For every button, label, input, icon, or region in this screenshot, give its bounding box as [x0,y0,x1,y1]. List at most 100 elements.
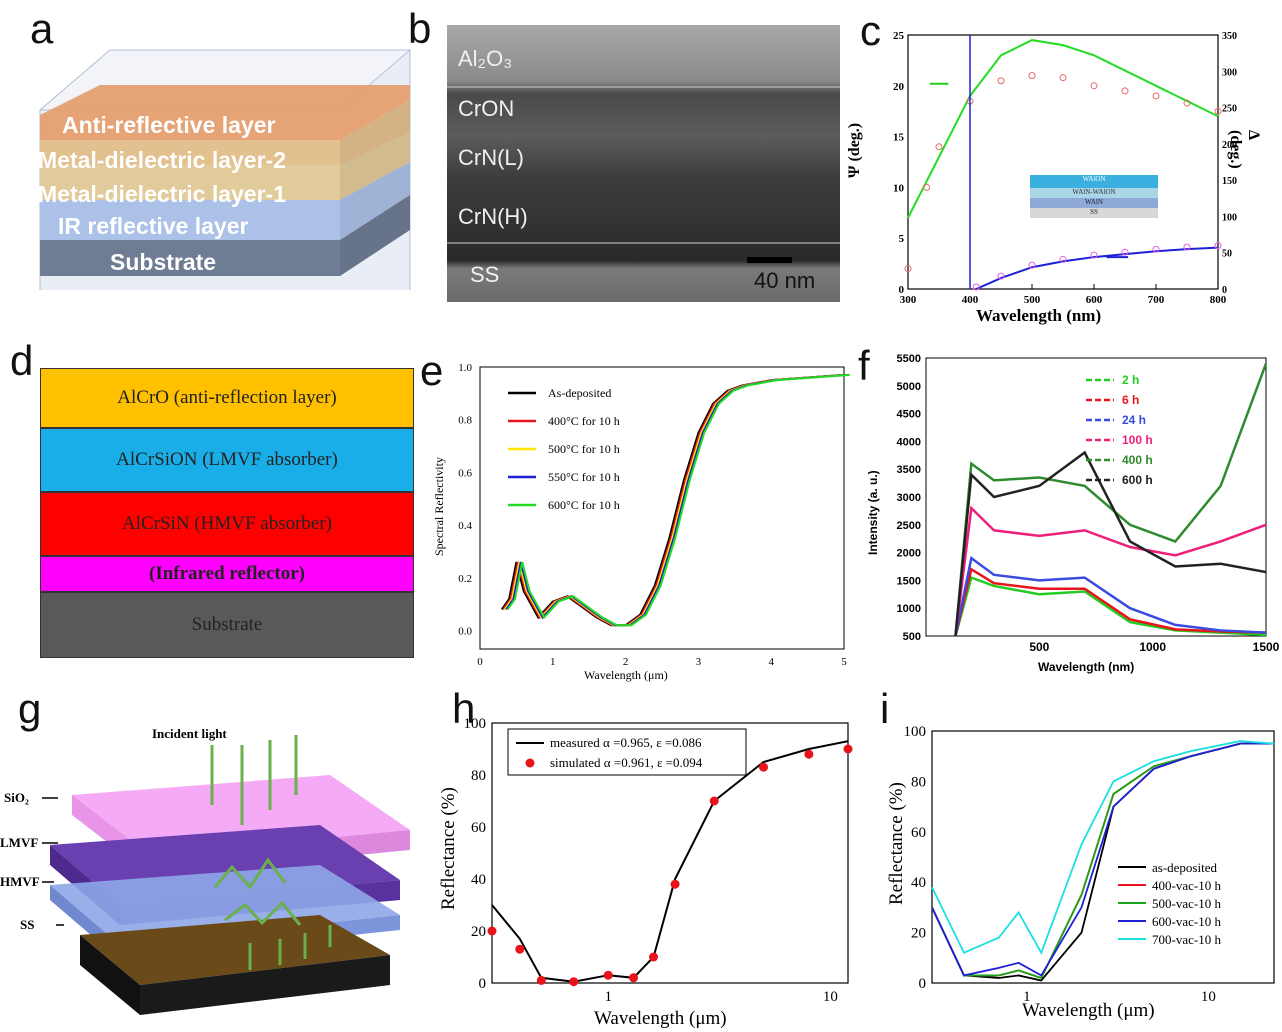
panel-label-c: c [860,7,881,54]
chart-c-ytick-right-label: 200 [1222,140,1237,151]
chart-c-delta-point [1121,248,1129,256]
chart-f-xtick-label: 500 [1029,640,1049,654]
panel-label-i: i [880,685,890,732]
chart-h-simulated-point [709,796,719,806]
chart-c-delta-point [1152,245,1160,253]
chart-c-psi-point [904,265,912,273]
chart-f-legend-label: 2 h [1122,373,1139,387]
chart-f-ytick-label: 5000 [897,381,921,393]
tem-layer-ss: SS [470,262,500,287]
diagram-g-label-lmvf: LMVF [0,835,39,850]
chart-i-ytick-label: 80 [911,774,926,790]
chart-h-legend-label: measured α =0.965, ε =0.086 [550,735,702,750]
chart-f-ytick-label: 3000 [897,492,921,504]
chart-i-ytick-label: 60 [911,825,926,841]
chart-i-series-line [931,742,1274,980]
chart-c-delta-point [972,283,980,291]
chart-h-ytick-label: 20 [471,924,486,940]
inset-layer-waln: WAlN [1030,198,1158,208]
chart-f-ytick-label: 5500 [897,353,921,365]
chart-h-simulated-point [569,977,579,987]
chart-c-ytick-left-label: 0 [899,284,905,296]
chart-e-xlabel: Wavelength (μm) [584,668,668,682]
inset-layer-ss: SS [1030,208,1158,218]
chart-f-legend-label: 400 h [1122,453,1153,467]
chart-h-measured-line [491,740,849,983]
chart-c-psi-point [923,183,931,191]
inset-layer-waln-walon: WAlN-WAlON [1030,188,1158,198]
chart-e-ytick-label: 0.8 [458,415,472,427]
chart-c-xtick-label: 600 [1086,294,1103,306]
layer-label-anti-reflective: Anti-reflective layer [62,112,276,138]
chart-h-simulated-point [629,973,639,983]
chart-f-legend-label: 100 h [1122,433,1153,447]
chart-c-xtick-label: 800 [1210,294,1227,306]
chart-h-simulated-point [649,952,659,962]
chart-i-ytick-label: 100 [904,724,927,740]
chart-h-ytick-label: 40 [471,872,486,888]
chart-i-legend-label: 700-vac-10 h [1152,932,1221,947]
chart-h-xlabel: Wavelength (μm) [594,1008,727,1029]
chart-e-ytick-label: 0.2 [458,573,472,585]
chart-f-legend-label: 600 h [1122,473,1153,487]
chart-i-xlabel: Wavelength (μm) [1022,1000,1155,1021]
chart-f-series-line [954,363,1268,637]
chart-i-legend-label: 500-vac-10 h [1152,896,1221,911]
chart-c-xlabel: Wavelength (nm) [976,306,1102,325]
chart-h-simulated-point [843,744,853,754]
d-layer-alcro: AlCrO (anti-reflection layer) [40,368,414,428]
chart-c-psi-point [935,143,943,151]
chart-c-ytick-left-label: 5 [899,233,905,245]
chart-i-series-line [931,742,1274,980]
chart-f-ylabel: Intensity (a. u.) [866,470,880,555]
chart-e-ytick-label: 0.6 [458,467,472,479]
chart-h-simulated-point [536,975,546,985]
chart-c: 300 400 500 600 700 8000510152025050100150200… [893,30,1237,306]
chart-e-ytick-label: 0.4 [458,520,472,532]
chart-i-legend-label: 400-vac-10 h [1152,878,1221,893]
chart-e-ytick-label: 1.0 [458,362,472,374]
d-layer-substrate: Substrate [40,592,414,658]
chart-h-ytick-label: 100 [464,716,487,732]
chart-c-ylabel-left: Ψ (deg.) [846,122,863,178]
chart-e-legend-label: As-deposited [548,386,611,400]
chart-f-ytick-label: 2500 [897,520,921,532]
chart-f-ytick-label: 1500 [897,575,921,587]
chart-f-legend-label: 24 h [1122,413,1146,427]
layer-label-substrate: Substrate [110,249,217,275]
chart-c-xtick-label: 300 [900,294,917,306]
chart-f-legend-label: 6 h [1122,393,1139,407]
chart-f-ytick-label: 1000 [897,603,921,615]
layer-stack-diagram-a [38,49,412,290]
chart-i-xtick-label: 10 [1201,989,1216,1005]
chart-c-delta-point [1090,251,1098,259]
chart-h-simulated-point [670,879,680,889]
panel-label-a: a [30,5,54,52]
chart-c-psi-point [1028,72,1036,80]
chart-c-xtick-label: 500 [1024,294,1041,306]
chart-f-ytick-label: 4500 [897,409,921,421]
panel-label-h: h [452,685,476,732]
chart-i-ylabel: Reflectance (%) [886,782,907,905]
chart-e-ylabel: Spectral Reflectivity [432,457,446,556]
chart-c-delta-point [997,272,1005,280]
chart-f-ytick-label: 4000 [897,436,921,448]
d-layer-infrared-reflector: (Infrared reflector) [40,556,414,592]
chart-h-xtick-label: 1 [604,989,612,1005]
chart-i-ytick-label: 0 [919,976,927,992]
chart-h-simulated-point [759,762,769,772]
chart-c-psi-point [1090,82,1098,90]
chart-e-xtick-label: 4 [768,656,774,668]
chart-h-simulated-point [487,926,497,936]
chart-f-xtick-label: 1500 [1253,640,1280,654]
chart-c-delta-point [1028,261,1036,269]
chart-c-ytick-right-label: 50 [1222,249,1232,260]
diagram-g-label-sio2: SiO₂ [4,790,29,805]
chart-h-legend-label: simulated α =0.961, ε =0.094 [550,755,703,770]
panel-label-f: f [858,342,870,389]
chart-h-xtick-label: 10 [823,989,838,1005]
chart-f-series-line [954,567,1267,637]
chart-i-ytick-label: 40 [911,875,926,891]
